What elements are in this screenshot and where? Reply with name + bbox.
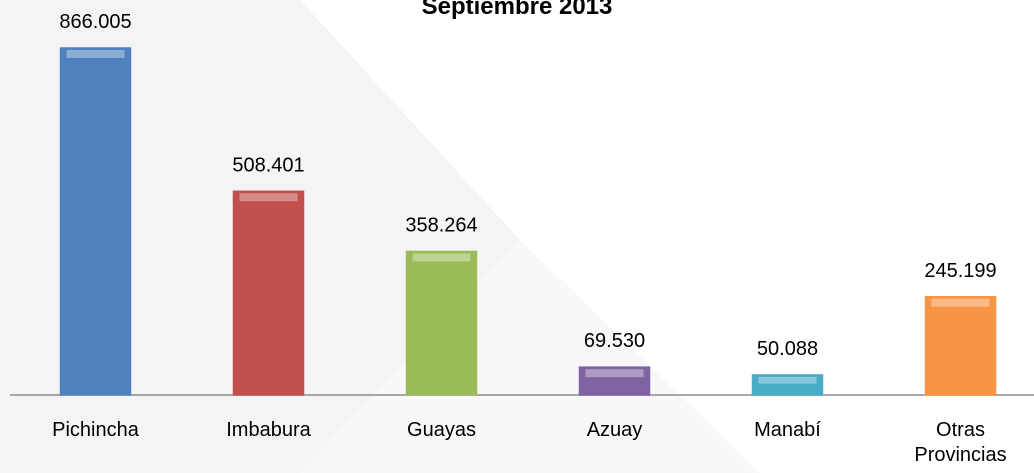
bar-highlight bbox=[239, 193, 298, 202]
bar-shade bbox=[752, 374, 823, 395]
bar-highlight bbox=[66, 50, 125, 58]
bar-shade bbox=[233, 191, 304, 395]
bar-highlight bbox=[931, 298, 990, 307]
value-label: 50.088 bbox=[757, 338, 818, 360]
bar-highlight bbox=[758, 376, 817, 384]
x-tick-label: Manabí bbox=[754, 419, 821, 441]
bar-shade bbox=[406, 251, 477, 395]
bar-shade bbox=[925, 296, 996, 395]
x-tick-label: Otras Provincias bbox=[914, 419, 1007, 466]
bar-highlight bbox=[585, 369, 644, 378]
x-tick-label: Guayas bbox=[407, 419, 476, 441]
value-label: 508.401 bbox=[232, 154, 304, 176]
x-tick-label: Azuay bbox=[586, 419, 643, 441]
bar-shade bbox=[579, 367, 650, 395]
value-label: 245.199 bbox=[924, 260, 996, 282]
x-tick-label: Imbabura bbox=[226, 419, 311, 441]
background-shape bbox=[300, 240, 760, 473]
value-label: 69.530 bbox=[584, 330, 645, 352]
bar-highlight bbox=[412, 253, 471, 262]
value-label: 358.264 bbox=[405, 214, 477, 236]
value-label: 866.005 bbox=[59, 11, 131, 33]
x-tick-label: Pichincha bbox=[52, 419, 139, 441]
chart-title: Septiembre 2013 bbox=[422, 0, 613, 20]
bar-shade bbox=[60, 48, 131, 395]
